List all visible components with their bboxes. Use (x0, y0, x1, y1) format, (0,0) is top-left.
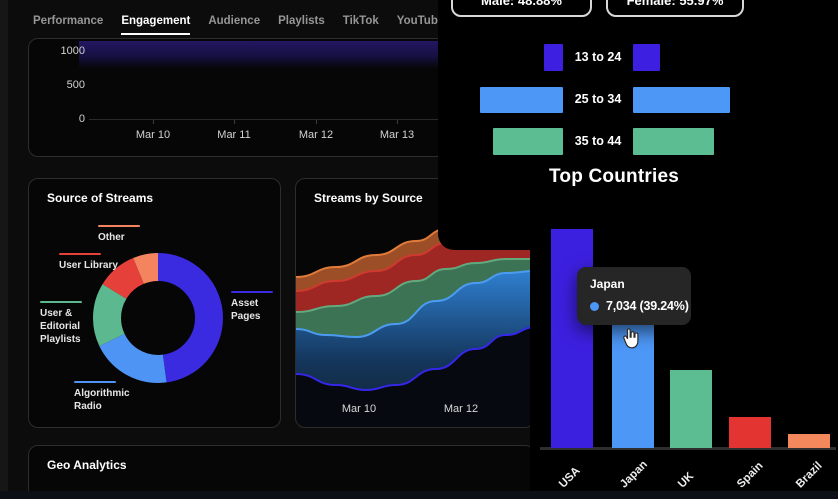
top-countries-title: Top Countries (549, 166, 679, 187)
x-tickmark (234, 120, 235, 124)
area-edge-asset-pages (296, 326, 534, 392)
legend-line-user-library (59, 253, 101, 255)
area-asset-pages[interactable] (296, 327, 535, 428)
donut-label-algorithmic-radio: Algorithmic Radio (74, 381, 158, 413)
x-tick: Mar 12 (443, 403, 479, 415)
donut-label-text: Asset Pages (231, 298, 261, 322)
bottom-strip (0, 491, 838, 499)
age-label-35-to-44: 35 to 44 (574, 133, 622, 148)
x-tick: Mar 12 (298, 129, 334, 141)
male-percentage-chip[interactable]: Male: 48.88% (451, 0, 592, 17)
tab-bar: Performance Engagement Audience Playlist… (33, 15, 444, 35)
x-tick: Mar 13 (379, 129, 415, 141)
x-tick: Mar 11 (217, 129, 251, 141)
x-tick: Mar 10 (341, 403, 377, 415)
age-bar-female-25-to-34[interactable] (633, 87, 730, 113)
tab-youtube[interactable]: YouTube (396, 15, 445, 27)
tab-tiktok[interactable]: TikTok (342, 15, 379, 27)
area-edge-user-editorial-playlists (296, 258, 534, 313)
legend-line-other (98, 225, 140, 227)
age-label-13-to-24: 13 to 24 (574, 49, 622, 64)
donut-label-text: User & Editorial Playlists (40, 308, 81, 345)
tooltip-country: Japan (590, 277, 625, 291)
legend-line-user-editorial-playlists (40, 301, 82, 303)
tab-performance[interactable]: Performance (33, 15, 104, 27)
streams-by-source-chart[interactable] (296, 179, 535, 428)
donut-label-text: User Library (59, 260, 118, 271)
streams-by-source-title: Streams by Source (314, 191, 423, 205)
source-of-streams-title: Source of Streams (47, 191, 154, 205)
y-tick: 1000 (60, 45, 85, 57)
hand-cursor-icon (623, 328, 639, 349)
donut-label-asset-pages: Asset Pages (231, 291, 280, 323)
donut-label-text: Other (98, 232, 125, 243)
engagement-chart-panel: 1000 500 0 Mar 10 Mar 11 Mar 12 Mar 13 (28, 38, 448, 157)
left-edge-strip (0, 0, 8, 499)
geo-analytics-panel: Geo Analytics (28, 445, 535, 499)
tab-engagement[interactable]: Engagement (121, 15, 191, 35)
chart-tooltip: Japan 7,034 (39.24%) (577, 267, 691, 325)
donut-label-text: Algorithmic Radio (74, 388, 130, 412)
y-tick: 500 (66, 79, 85, 91)
y-tick: 0 (78, 113, 85, 125)
legend-line-asset-pages (231, 291, 273, 293)
donut-segment-algorithmic-radio[interactable] (93, 253, 223, 383)
x-tickmark (316, 120, 317, 124)
female-percentage-chip[interactable]: Female: 55.97% (606, 0, 744, 17)
age-bar-male-35-to-44[interactable] (493, 128, 563, 155)
age-bar-female-35-to-44[interactable] (633, 128, 714, 155)
x-axis (89, 119, 443, 120)
tab-audience[interactable]: Audience (208, 15, 261, 27)
age-bar-female-13-to-24[interactable] (633, 44, 660, 71)
donut-label-user-library: User Library (59, 253, 118, 272)
area-edge-algorithmic-radio (296, 270, 534, 339)
source-of-streams-panel: Source of Streams Other User Library Use… (28, 178, 281, 428)
donut-label-user-editorial-playlists: User & Editorial Playlists (40, 301, 102, 346)
age-bar-male-25-to-34[interactable] (480, 87, 563, 113)
donut-segment-user-editorial-playlists[interactable] (93, 253, 223, 383)
donut-label-other: Other (98, 225, 140, 244)
age-demographics: 13 to 24 25 to 34 35 to 44 (438, 0, 838, 250)
x-tickmark (153, 120, 154, 124)
tooltip-series-dot (590, 301, 599, 311)
source-of-streams-donut[interactable] (93, 253, 223, 383)
x-tickmark (397, 120, 398, 124)
tab-playlists[interactable]: Playlists (278, 15, 325, 27)
x-tick: Mar 10 (135, 129, 171, 141)
legend-line-algorithmic-radio (74, 381, 116, 383)
donut-segment-other[interactable] (93, 253, 223, 383)
age-bar-male-13-to-24[interactable] (544, 44, 563, 71)
tooltip-value: 7,034 (39.24%) (606, 299, 689, 313)
geo-analytics-title: Geo Analytics (47, 458, 127, 472)
age-label-25-to-34: 25 to 34 (574, 92, 622, 106)
engagement-area-series[interactable] (79, 41, 447, 69)
